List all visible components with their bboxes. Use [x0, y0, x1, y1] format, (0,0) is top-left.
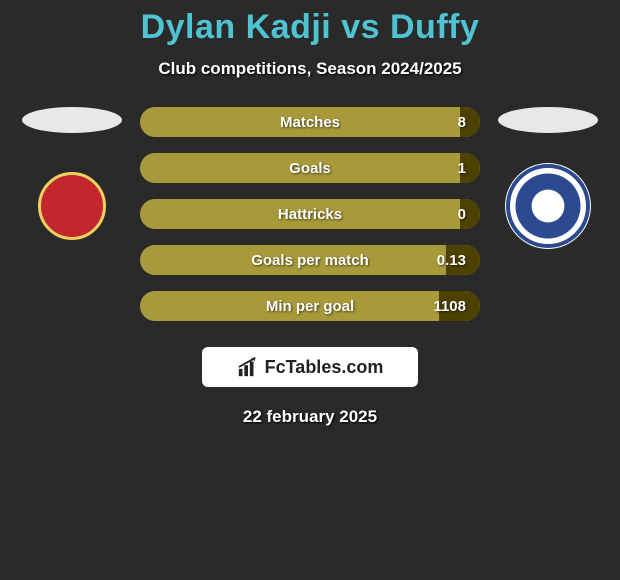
comparison-card: Dylan Kadji vs Duffy Club competitions, … — [0, 0, 620, 427]
player1-photo-placeholder — [22, 107, 122, 133]
stat-value-right: 1 — [458, 160, 466, 177]
stat-row: Matches 8 — [140, 107, 480, 137]
stat-row: Min per goal 1108 — [140, 291, 480, 321]
player1-name: Dylan Kadji — [141, 8, 332, 46]
subtitle: Club competitions, Season 2024/2025 — [0, 59, 620, 79]
stat-value-right: 0.13 — [437, 252, 466, 269]
player2-name: Duffy — [390, 8, 479, 46]
stat-row: Goals 1 — [140, 153, 480, 183]
stat-value-right: 8 — [458, 114, 466, 131]
page-title: Dylan Kadji vs Duffy — [0, 8, 620, 47]
stat-row: Goals per match 0.13 — [140, 245, 480, 275]
left-side — [22, 107, 122, 249]
brand-badge: FcTables.com — [202, 347, 418, 387]
stat-row: Hattricks 0 — [140, 199, 480, 229]
date-text: 22 february 2025 — [0, 407, 620, 427]
stat-label: Hattricks — [278, 206, 342, 223]
player2-club-badge — [505, 163, 591, 249]
bar-chart-icon — [237, 356, 259, 378]
stat-label: Goals per match — [251, 252, 369, 269]
stats-list: Matches 8 Goals 1 Hattricks 0 Goals per match 0… — [140, 107, 480, 321]
right-side — [498, 107, 598, 249]
stat-label: Goals — [289, 160, 331, 177]
stat-value-right: 0 — [458, 206, 466, 223]
vs-text: vs — [341, 8, 380, 46]
player1-club-badge — [29, 163, 115, 249]
stat-label: Matches — [280, 114, 340, 131]
stat-value-right: 1108 — [433, 298, 466, 315]
main-area: Matches 8 Goals 1 Hattricks 0 Goals per match 0… — [0, 107, 620, 321]
stat-label: Min per goal — [266, 298, 354, 315]
player2-photo-placeholder — [498, 107, 598, 133]
brand-text: FcTables.com — [265, 357, 384, 378]
